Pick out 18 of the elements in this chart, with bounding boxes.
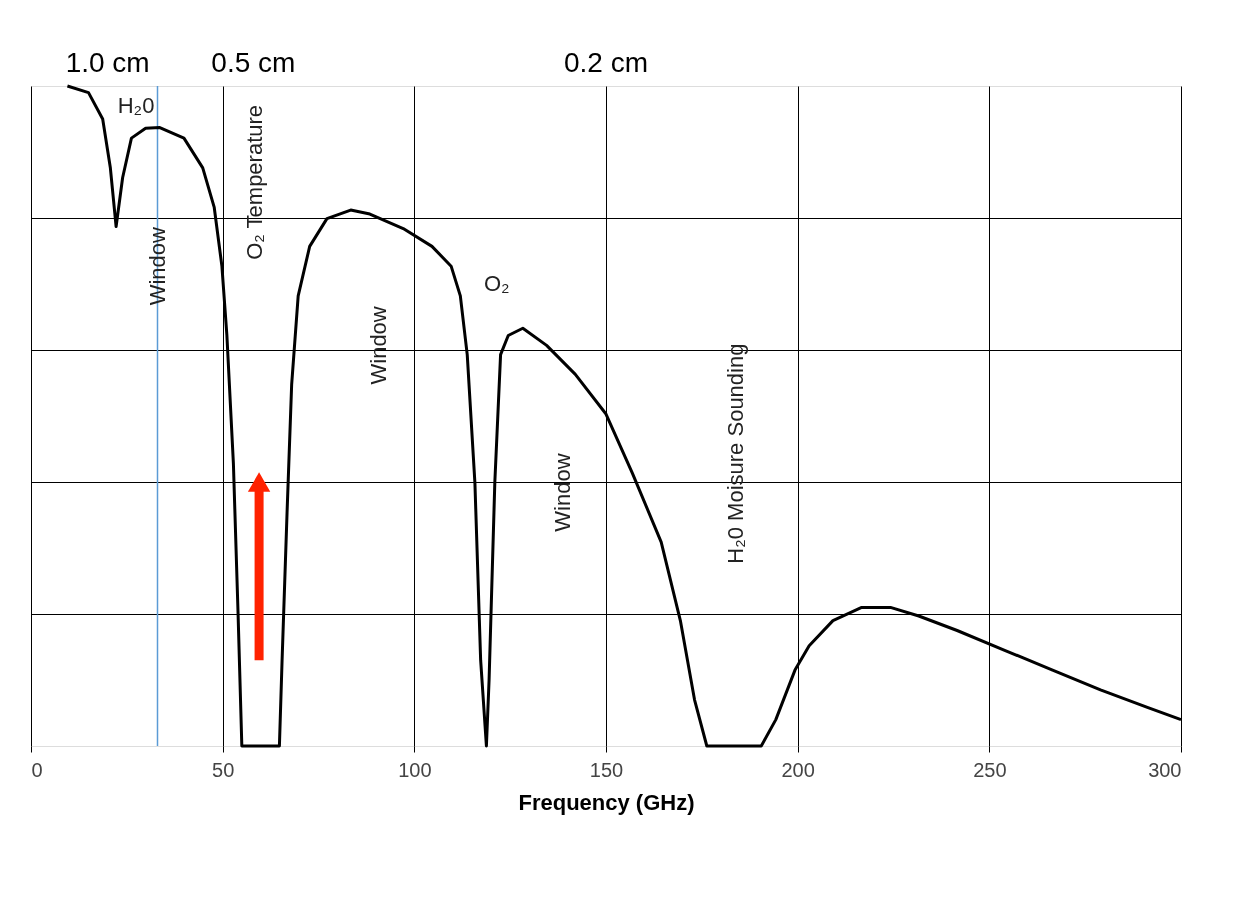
text: 0.2 cm (563, 47, 649, 78)
x-axis-title: Frequency (GHz) (518, 789, 695, 815)
x-tick-label: 300 (1148, 758, 1182, 781)
text: 0.5 cm (211, 47, 296, 78)
annotation: H₂0 (117, 92, 155, 118)
annotation: Window (144, 226, 170, 306)
annotation: H₂0 Moisure Sounding (722, 343, 748, 564)
text: 1.0 cm (65, 47, 150, 78)
annotation: Window (366, 306, 392, 385)
annotation: Window (549, 453, 575, 532)
x-tick-label: 250 (973, 758, 1007, 781)
annotation: O₂ (483, 271, 510, 296)
x-tick-label: 50 (212, 758, 235, 781)
x-tick-label: 0 (31, 758, 43, 781)
x-tick-label: 150 (589, 758, 624, 781)
x-tick-label: 100 (398, 758, 432, 781)
x-tick-label: 200 (781, 758, 815, 781)
annotation: O₂ Temperature (242, 104, 268, 260)
